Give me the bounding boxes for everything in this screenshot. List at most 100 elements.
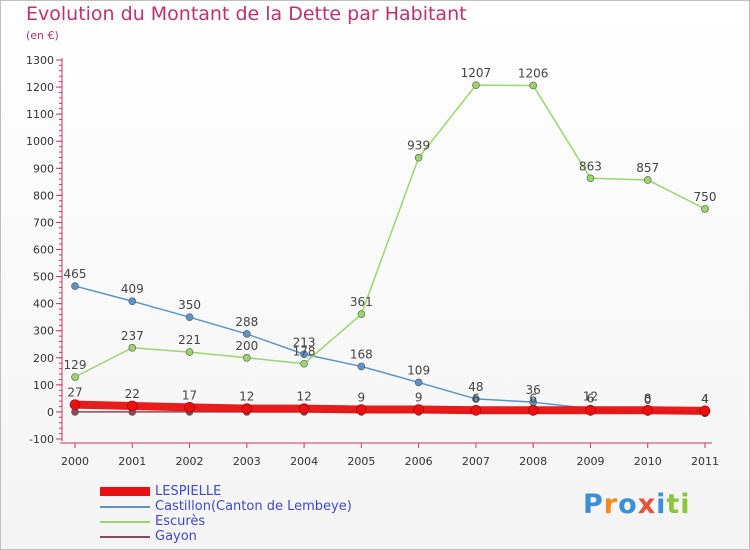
data-point [414, 153, 423, 162]
data-label: 350 [178, 298, 201, 312]
legend-label: Castillon(Canton de Lembeye) [155, 499, 352, 514]
data-point [357, 310, 366, 319]
data-point [241, 403, 253, 414]
y-tick-label: 1100 [26, 108, 54, 121]
data-label: 22 [125, 387, 140, 401]
x-tick-label: 2000 [61, 455, 89, 468]
x-tick-label: 2003 [233, 455, 261, 468]
data-label: 863 [579, 159, 602, 173]
data-label: 168 [350, 347, 373, 361]
data-label: 9 [415, 390, 423, 404]
y-tick-label: 1200 [26, 81, 54, 94]
y-tick-label: 500 [33, 271, 54, 284]
y-tick-label: -100 [29, 433, 54, 446]
data-point [699, 405, 711, 417]
data-point [701, 205, 709, 213]
data-point [300, 350, 308, 359]
data-point [413, 404, 424, 415]
data-label: 857 [636, 161, 659, 175]
data-point [128, 343, 137, 352]
data-point [642, 405, 654, 416]
x-tick-label: 2006 [405, 455, 433, 468]
chart-title: Evolution du Montant de la Dette par Hab… [26, 3, 467, 25]
proxiti-logo: Proxiti [583, 489, 691, 520]
data-label: 129 [64, 358, 87, 372]
y-tick-label: 800 [33, 189, 54, 202]
data-label: 1207 [461, 66, 492, 80]
data-label: 213 [293, 335, 316, 349]
y-tick-label: 1000 [26, 135, 54, 148]
data-label: 6 [587, 391, 595, 405]
legend-swatch-castillon [100, 506, 150, 508]
data-label: 237 [121, 329, 144, 343]
data-label: 17 [182, 388, 197, 402]
data-label: 36 [526, 383, 541, 397]
data-label: 200 [235, 339, 258, 353]
data-label: 4 [701, 392, 709, 406]
data-label: 12 [583, 390, 598, 404]
data-point [298, 403, 310, 414]
data-point [529, 81, 537, 90]
data-point [470, 405, 482, 416]
data-point [472, 81, 480, 89]
y-tick-label: 400 [33, 298, 54, 311]
data-point [414, 378, 423, 387]
data-point [300, 359, 308, 368]
y-tick-label: 700 [33, 216, 54, 229]
data-point [586, 174, 595, 183]
data-point [356, 404, 367, 415]
x-tick-label: 2001 [118, 455, 146, 468]
x-tick-label: 2008 [519, 455, 547, 468]
data-label: 221 [178, 333, 201, 347]
data-label: 750 [694, 190, 717, 204]
legend-label: Gayon [155, 529, 197, 544]
data-label: 6 [529, 391, 537, 405]
data-label: 4 [701, 392, 709, 406]
data-point [357, 362, 366, 371]
data-label: 9 [358, 390, 366, 404]
data-label: 409 [121, 282, 144, 296]
data-point [71, 373, 79, 381]
data-point [585, 405, 596, 416]
y-tick-label: 100 [33, 379, 54, 392]
legend-label: LESPIELLE [155, 484, 222, 499]
data-label: 27 [67, 386, 82, 400]
y-tick-label: 600 [33, 244, 54, 257]
x-tick-label: 2009 [576, 455, 604, 468]
chart-unit-label: (en €) [26, 29, 59, 42]
data-point [643, 176, 652, 184]
data-label: 12 [296, 390, 311, 404]
data-label: 361 [350, 295, 373, 309]
data-label: 465 [64, 267, 87, 281]
x-tick-label: 2002 [176, 455, 204, 468]
data-point [184, 402, 195, 413]
data-point [126, 400, 138, 412]
legend-label: Escurès [155, 514, 206, 529]
data-label: 288 [235, 315, 258, 329]
y-tick-label: 300 [33, 325, 54, 338]
legend-swatch-gayon [100, 536, 150, 538]
data-label: 12 [239, 390, 254, 404]
legend-swatch-lespielle [100, 487, 150, 496]
data-label: 8 [644, 391, 652, 405]
y-tick-label: 1300 [26, 54, 54, 67]
y-tick-label: 0 [47, 406, 54, 419]
x-tick-label: 2005 [347, 455, 375, 468]
data-point [185, 313, 194, 321]
data-point [527, 405, 539, 416]
data-point [128, 297, 137, 306]
data-label: 6 [472, 391, 480, 405]
series-line-escur-s [74, 84, 706, 378]
x-tick-label: 2010 [634, 455, 662, 468]
y-tick-label: 900 [33, 162, 54, 175]
series-line-lespielle [71, 400, 709, 415]
data-label: 1206 [518, 66, 549, 80]
data-label: 109 [407, 363, 430, 377]
legend-swatch-escures [100, 521, 150, 523]
data-label: 48 [468, 380, 483, 394]
data-point [69, 399, 81, 410]
x-tick-label: 2004 [290, 455, 318, 468]
data-point [243, 353, 251, 362]
x-tick-label: 2011 [691, 455, 719, 468]
